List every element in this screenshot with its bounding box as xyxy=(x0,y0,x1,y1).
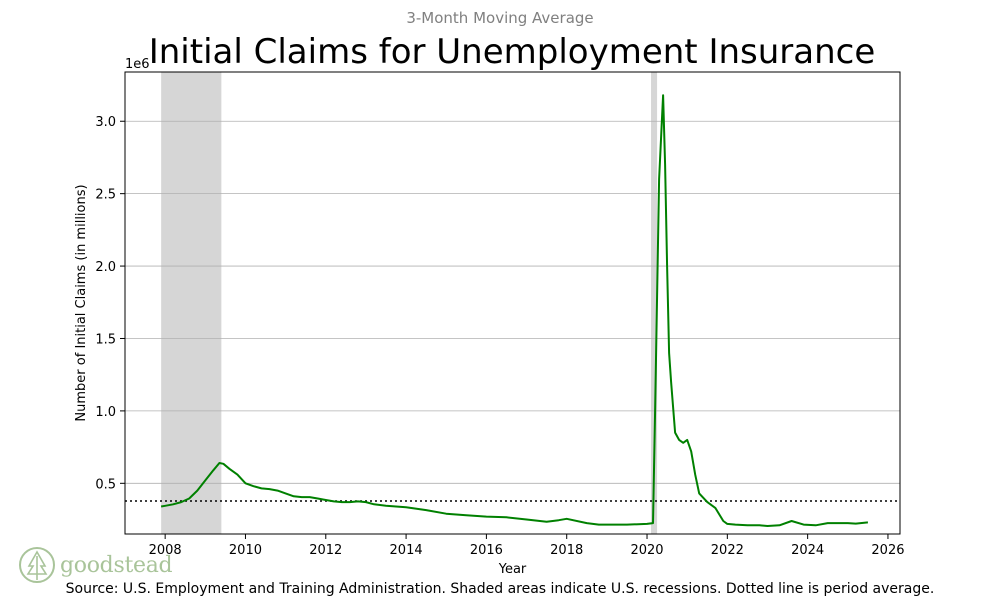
x-tick-label: 2014 xyxy=(390,543,423,558)
y-tick-label: 0.5 xyxy=(95,477,116,492)
y-tick-label: 2.0 xyxy=(95,260,116,275)
goodstead-logo: goodstead xyxy=(18,546,173,584)
x-tick-label: 2026 xyxy=(871,543,904,558)
x-tick-label: 2022 xyxy=(711,543,744,558)
x-tick-label: 2024 xyxy=(791,543,824,558)
y-axis-label: Number of Initial Claims (in millions) xyxy=(74,184,89,421)
y-tick-label: 2.5 xyxy=(95,188,116,203)
series-line xyxy=(160,94,868,527)
y-tick-label: 1.0 xyxy=(95,405,116,420)
tree-logo-icon xyxy=(19,547,55,583)
plot-area-frame xyxy=(124,71,901,535)
x-tick-label: 2012 xyxy=(309,543,342,558)
x-tick-label: 2018 xyxy=(550,543,583,558)
x-axis-ticks: 2008 2010 2012 2014 2016 2018 2020 2022 2024 2026 xyxy=(149,534,905,558)
recession-band-1 xyxy=(651,72,658,534)
x-axis-label: Year xyxy=(498,562,527,577)
gridlines xyxy=(125,120,900,484)
x-tick-label: 2020 xyxy=(630,543,663,558)
source-note: Source: U.S. Employment and Training Adm… xyxy=(65,581,935,597)
y-axis-ticks: 0.5 1.0 1.5 2.0 2.5 3.0 xyxy=(95,115,125,492)
chart-title: Initial Claims for Unemployment Insuranc… xyxy=(148,32,876,72)
y-tick-label: 1.5 xyxy=(95,332,116,347)
recession-band-0 xyxy=(161,72,222,534)
y-tick-label: 3.0 xyxy=(95,115,116,130)
recession-shading xyxy=(161,72,658,534)
x-tick-label: 2008 xyxy=(149,543,182,558)
x-tick-label: 2010 xyxy=(229,543,262,558)
y-axis-offset-label: 1e6 xyxy=(125,57,150,72)
chart-subtitle: 3-Month Moving Average xyxy=(406,9,594,27)
x-tick-label: 2016 xyxy=(470,543,503,558)
logo-text: goodstead xyxy=(60,552,173,578)
